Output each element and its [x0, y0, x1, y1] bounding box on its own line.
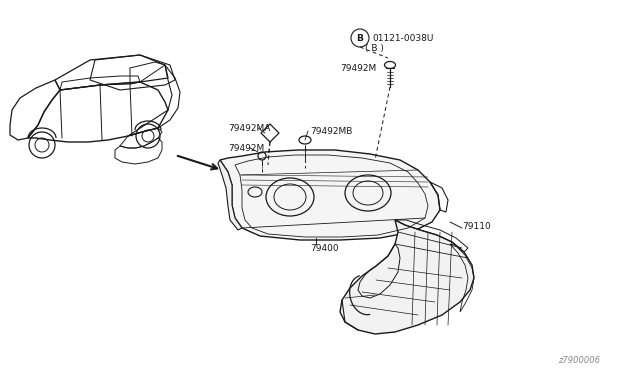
Text: 79492MA: 79492MA: [228, 124, 270, 132]
Text: ( B ): ( B ): [365, 44, 384, 52]
Polygon shape: [220, 150, 440, 240]
Text: z7900006: z7900006: [558, 356, 600, 365]
Text: 79400: 79400: [310, 244, 339, 253]
Text: 79492M: 79492M: [340, 64, 376, 73]
Text: B: B: [356, 33, 364, 42]
Text: 79110: 79110: [462, 221, 491, 231]
Text: 79492M: 79492M: [228, 144, 264, 153]
Polygon shape: [218, 160, 242, 230]
Text: 01121-0038U: 01121-0038U: [372, 33, 433, 42]
Polygon shape: [340, 220, 474, 334]
Text: 79492MB: 79492MB: [310, 126, 353, 135]
